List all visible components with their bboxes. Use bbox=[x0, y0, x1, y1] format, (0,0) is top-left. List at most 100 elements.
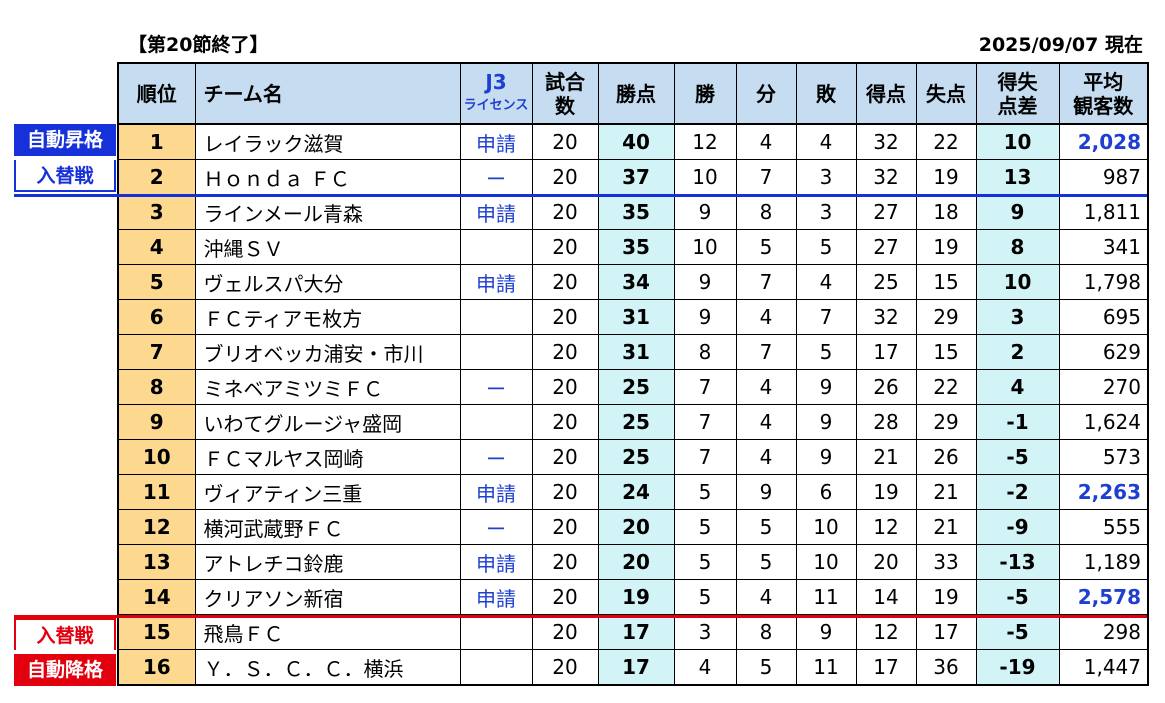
cell-gf: 17 bbox=[855, 649, 917, 686]
cell-ga: 19 bbox=[915, 229, 977, 265]
cell-rank: 13 bbox=[117, 544, 196, 580]
cell-games: 20 bbox=[531, 544, 599, 580]
cell-gf: 17 bbox=[855, 334, 917, 370]
cell-games: 20 bbox=[531, 194, 599, 230]
cell-games: 20 bbox=[531, 229, 599, 265]
table-row: 8 ミネベアミツミＦＣ ー 20 25 7 4 9 26 22 4 270 bbox=[117, 369, 1149, 405]
zone-promotion-playoff: 入替戦 bbox=[14, 160, 116, 192]
cell-lic bbox=[459, 334, 533, 370]
cell-team: ヴェルスパ大分 bbox=[194, 264, 461, 300]
cell-att: 1,189 bbox=[1058, 544, 1149, 580]
cell-games: 20 bbox=[531, 404, 599, 440]
cell-pts: 31 bbox=[597, 299, 675, 335]
cell-att: 298 bbox=[1058, 614, 1149, 650]
cell-gd: 10 bbox=[975, 123, 1060, 160]
cell-d: 7 bbox=[735, 334, 797, 370]
cell-w: 5 bbox=[673, 544, 737, 580]
cell-games: 20 bbox=[531, 614, 599, 650]
cell-rank: 15 bbox=[117, 614, 196, 650]
cell-gd: 2 bbox=[975, 334, 1060, 370]
cell-att: 1,624 bbox=[1058, 404, 1149, 440]
cell-rank: 11 bbox=[117, 474, 196, 510]
table-row: 14 クリアソン新宿 申請 20 19 5 4 11 14 19 -5 2,578 bbox=[117, 579, 1149, 615]
date-label: 2025/09/07 現在 bbox=[978, 34, 1143, 56]
cell-l: 6 bbox=[795, 474, 857, 510]
cell-pts: 24 bbox=[597, 474, 675, 510]
table-row: 2 Ｈｏｎｄａ ＦＣ ー 20 37 10 7 3 32 19 13 987 bbox=[117, 159, 1149, 195]
cell-gf: 25 bbox=[855, 264, 917, 300]
standings-table: 順位 チーム名 J3 ライセンス 試合 数 勝点 勝 分 敗 得点 失点 得失 … bbox=[117, 62, 1149, 686]
cell-d: 4 bbox=[735, 123, 797, 160]
cell-ga: 19 bbox=[915, 159, 977, 195]
table-row: 11 ヴィアティン三重 申請 20 24 5 9 6 19 21 -2 2,263 bbox=[117, 474, 1149, 510]
cell-lic: 申請 bbox=[459, 123, 533, 160]
header-row: 順位 チーム名 J3 ライセンス 試合 数 勝点 勝 分 敗 得点 失点 得失 … bbox=[117, 62, 1149, 125]
col-att-top: 平均 bbox=[1083, 69, 1124, 94]
cell-ga: 22 bbox=[915, 123, 977, 160]
cell-att: 555 bbox=[1058, 509, 1149, 545]
cell-w: 9 bbox=[673, 299, 737, 335]
cell-d: 4 bbox=[735, 299, 797, 335]
table-row: 1 レイラック滋賀 申請 20 40 12 4 4 32 22 10 2,028 bbox=[117, 123, 1149, 160]
cell-w: 7 bbox=[673, 369, 737, 405]
cell-w: 10 bbox=[673, 159, 737, 195]
cell-lic bbox=[459, 404, 533, 440]
cell-gf: 14 bbox=[855, 579, 917, 615]
col-gd-top: 得失 bbox=[997, 69, 1038, 94]
cell-ga: 21 bbox=[915, 474, 977, 510]
cell-games: 20 bbox=[531, 439, 599, 475]
cell-ga: 19 bbox=[915, 579, 977, 615]
cell-d: 8 bbox=[735, 614, 797, 650]
cell-rank: 2 bbox=[117, 159, 196, 195]
cell-gd: -2 bbox=[975, 474, 1060, 510]
cell-pts: 19 bbox=[597, 579, 675, 615]
cell-lic: 申請 bbox=[459, 579, 533, 615]
cell-team: レイラック滋賀 bbox=[194, 123, 461, 160]
col-goal-diff: 得失 点差 bbox=[975, 62, 1060, 125]
cell-gf: 32 bbox=[855, 299, 917, 335]
cell-d: 5 bbox=[735, 509, 797, 545]
col-games-bottom: 数 bbox=[555, 93, 575, 118]
col-attendance: 平均 観客数 bbox=[1058, 62, 1149, 125]
col-gd-bottom: 点差 bbox=[997, 93, 1038, 118]
cell-team: クリアソン新宿 bbox=[194, 579, 461, 615]
cell-ga: 36 bbox=[915, 649, 977, 686]
table-row: 10 ＦＣマルヤス岡崎ー 20 25 7 4 9 21 26 -5 573 bbox=[117, 439, 1149, 475]
cell-pts: 17 bbox=[597, 614, 675, 650]
cell-gd: 4 bbox=[975, 369, 1060, 405]
cell-lic: ー bbox=[459, 159, 533, 195]
cell-att: 629 bbox=[1058, 334, 1149, 370]
cell-d: 8 bbox=[735, 194, 797, 230]
cell-d: 5 bbox=[735, 544, 797, 580]
cell-rank: 16 bbox=[117, 649, 196, 686]
cell-lic bbox=[459, 614, 533, 650]
cell-rank: 3 bbox=[117, 194, 196, 230]
cell-ga: 15 bbox=[915, 334, 977, 370]
cell-gf: 27 bbox=[855, 194, 917, 230]
table-row: 13 アトレチコ鈴鹿 申請 20 20 5 5 10 20 33 -13 1,189 bbox=[117, 544, 1149, 580]
cell-att: 2,578 bbox=[1058, 579, 1149, 615]
cell-gd: 13 bbox=[975, 159, 1060, 195]
cell-games: 20 bbox=[531, 579, 599, 615]
col-draws: 分 bbox=[735, 62, 797, 125]
cell-d: 9 bbox=[735, 474, 797, 510]
cell-gd: -5 bbox=[975, 614, 1060, 650]
cell-ga: 26 bbox=[915, 439, 977, 475]
cell-gd: -5 bbox=[975, 579, 1060, 615]
cell-pts: 25 bbox=[597, 369, 675, 405]
cell-games: 20 bbox=[531, 649, 599, 686]
cell-l: 11 bbox=[795, 579, 857, 615]
cell-lic: ー bbox=[459, 369, 533, 405]
cell-w: 4 bbox=[673, 649, 737, 686]
cell-l: 9 bbox=[795, 439, 857, 475]
cell-w: 12 bbox=[673, 123, 737, 160]
cell-l: 10 bbox=[795, 544, 857, 580]
cell-games: 20 bbox=[531, 509, 599, 545]
cell-games: 20 bbox=[531, 369, 599, 405]
relegation-line bbox=[14, 615, 1147, 618]
col-games: 試合 数 bbox=[531, 62, 599, 125]
cell-att: 987 bbox=[1058, 159, 1149, 195]
cell-w: 7 bbox=[673, 404, 737, 440]
cell-att: 2,263 bbox=[1058, 474, 1149, 510]
cell-w: 5 bbox=[673, 509, 737, 545]
